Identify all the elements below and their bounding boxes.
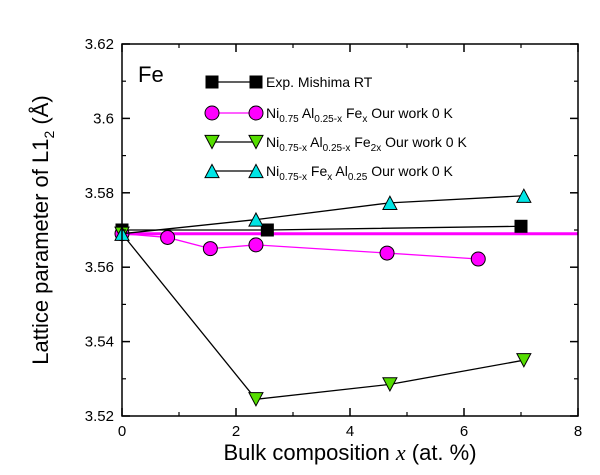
data-point-ni_al_sub [382,377,398,393]
legend-label: Ni0.75 Al0.25-x Fex Our work 0 K [266,105,454,125]
legend-label-part: 0.75 [279,114,299,125]
x-axis-title-variable: x [395,440,406,465]
legend-entry-al_sub: Ni0.75 Al0.25-x Fex Our work 0 K [204,105,454,125]
legend-label-part: 0.25-x [314,114,342,125]
y-tick-label: 3.58 [85,185,114,202]
x-tick-label: 0 [118,423,126,440]
data-point-ni_sub [248,211,264,227]
data-point-al_sub [248,237,264,253]
legend-marker [204,163,220,179]
data-point-al_sub [202,241,218,257]
data-point-exp [260,223,274,237]
legend-label-part: Our work 0 K [367,105,453,121]
y-tick-label: 3.62 [85,36,114,53]
legend-marker [204,105,220,121]
legend-label-part: Al [307,134,323,150]
x-tick-label: 4 [346,423,354,440]
legend-label-part: Ni [266,105,279,121]
legend-label-part: Fe [307,163,327,179]
panel-label: Fe [138,62,164,87]
y-axis-title-main: Lattice parameter of L1 [28,139,53,365]
legend-label-part: Fe [342,105,362,121]
y-axis-title-unit: (Å) [28,95,53,130]
legend-entry-exp: Exp. Mishima RT [205,74,373,90]
data-point-ni_sub [516,188,532,203]
legend-label-part: x [362,114,367,125]
x-tick-label: 2 [232,423,240,440]
legend-entry-ni_al_sub: Ni0.75-x Al0.25-x Fe2x Our work 0 K [204,134,467,154]
series-line-al_sub [121,233,479,260]
legend-label-part: 0.25-x [323,143,351,154]
ticks-layer: 0 2 4 6 8 3.52 3.54 3.56 3.58 3.6 3.62 [85,36,582,440]
y-tick-label: 3.6 [93,110,114,127]
y-tick-label: 3.54 [85,334,114,351]
x-axis-title-main: Bulk composition [223,440,395,465]
y-tick-label: 3.56 [85,259,114,276]
legend-marker [204,134,220,150]
legend-label-part: 2x [371,143,382,154]
data-point-ni_al_sub [248,392,264,407]
series-layer [114,188,532,407]
x-axis-title-unit: (at. %) [406,440,477,465]
data-point-ni_sub [382,195,398,210]
legend-label-part: Al [299,105,315,121]
data-point-ni_al_sub [516,353,532,368]
data-point-al_sub [160,229,176,245]
legend-marker [249,75,263,89]
data-point-exp [514,219,528,233]
data-point-al_sub [379,245,395,261]
legend-label-part: 0.25 [348,172,368,183]
legend-marker [248,105,264,121]
series-ni_al_sub [114,226,532,407]
y-axis-title: Lattice parameter of L12 (Å) [28,95,57,365]
legend-label-part: Fe [350,134,370,150]
x-tick-label: 6 [460,423,468,440]
series-line-ni_al_sub [121,233,524,400]
data-point-al_sub [470,251,486,267]
legend-label-part: Exp. Mishima RT [266,74,373,90]
legend-marker [205,75,219,89]
y-axis-title-subscript: 2 [41,131,57,139]
legend-label-part: Al [332,163,348,179]
legend-label-part: Ni [266,163,279,179]
legend-label-part: Our work 0 K [367,163,453,179]
legend-label-part: x [327,172,332,183]
legend-label-part: Ni [266,134,279,150]
legend-label: Exp. Mishima RT [266,74,373,90]
x-axis-title: Bulk composition x (at. %) [223,440,476,465]
legend-label-part: 0.75-x [279,143,307,154]
legend-marker [248,163,264,179]
legend-label-part: 0.75-x [279,172,307,183]
series-line-ni_sub [121,195,524,235]
legend-marker [248,134,264,150]
x-tick-label: 8 [574,423,582,440]
legend-label-part: Our work 0 K [381,134,467,150]
legend-entry-ni_sub: Ni0.75-x Fex Al0.25 Our work 0 K [204,163,454,183]
y-tick-label: 3.52 [85,408,114,425]
legend-label: Ni0.75-x Al0.25-x Fe2x Our work 0 K [266,134,467,154]
legend-label: Ni0.75-x Fex Al0.25 Our work 0 K [266,163,454,183]
